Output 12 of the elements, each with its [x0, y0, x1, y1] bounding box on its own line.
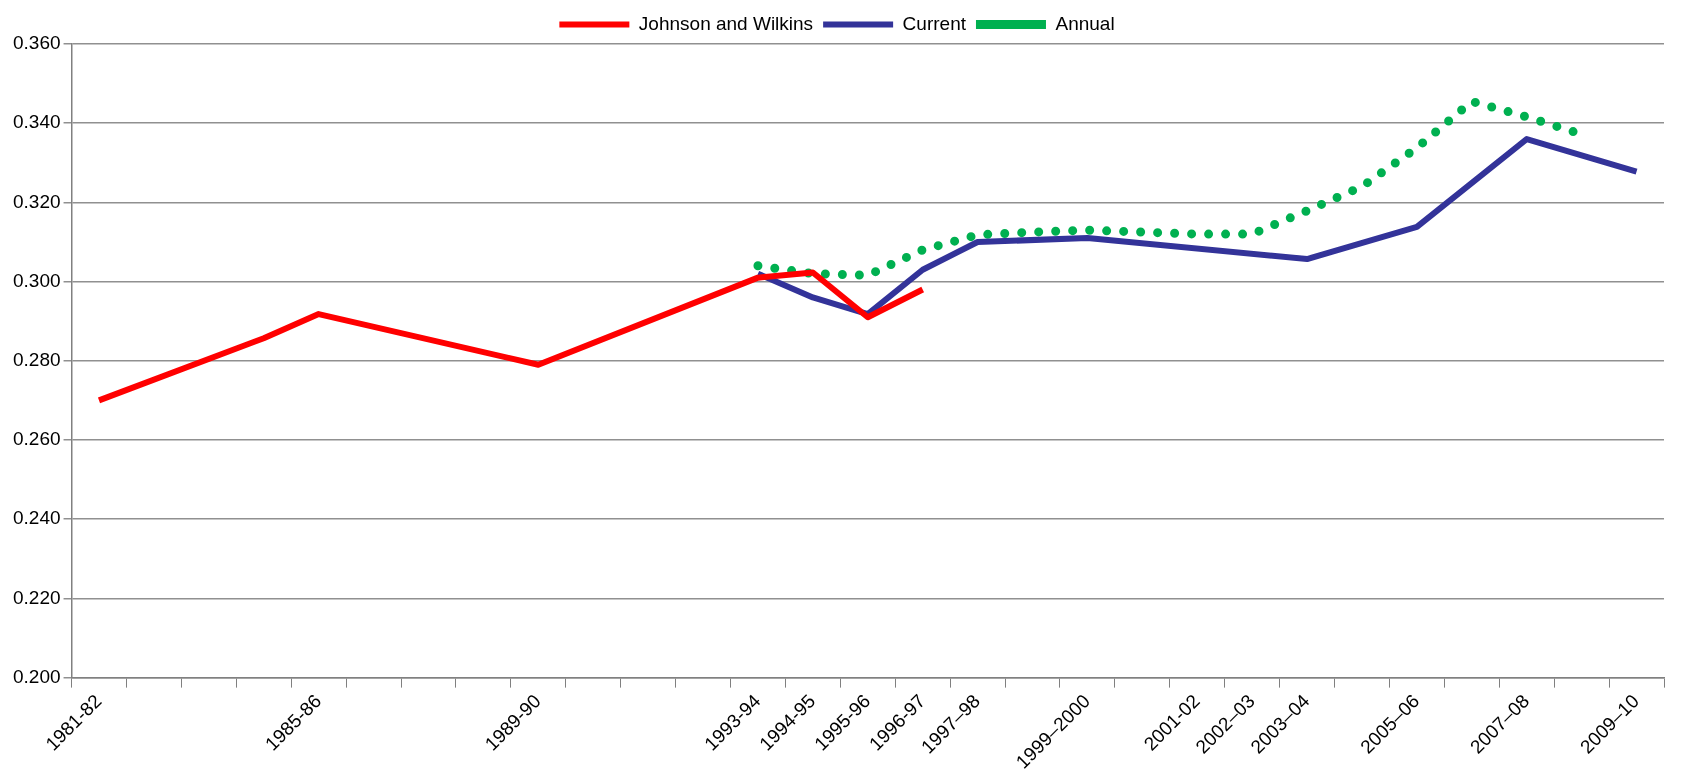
y-tick-label: 0.260	[13, 428, 61, 450]
y-tick-label: 0.320	[13, 190, 61, 212]
y-tick-label: 0.300	[13, 269, 61, 291]
y-tick-label: 0.220	[13, 586, 61, 608]
legend-label: Johnson and Wilkins	[638, 12, 814, 34]
legend-label: Current	[902, 12, 967, 34]
y-tick-label: 0.240	[13, 507, 61, 529]
y-tick-label: 0.340	[13, 111, 61, 133]
y-tick-label: 0.280	[13, 349, 61, 371]
y-tick-label: 0.200	[13, 665, 61, 687]
y-tick-label: 0.360	[13, 32, 61, 54]
legend-label: Annual	[1055, 12, 1115, 34]
